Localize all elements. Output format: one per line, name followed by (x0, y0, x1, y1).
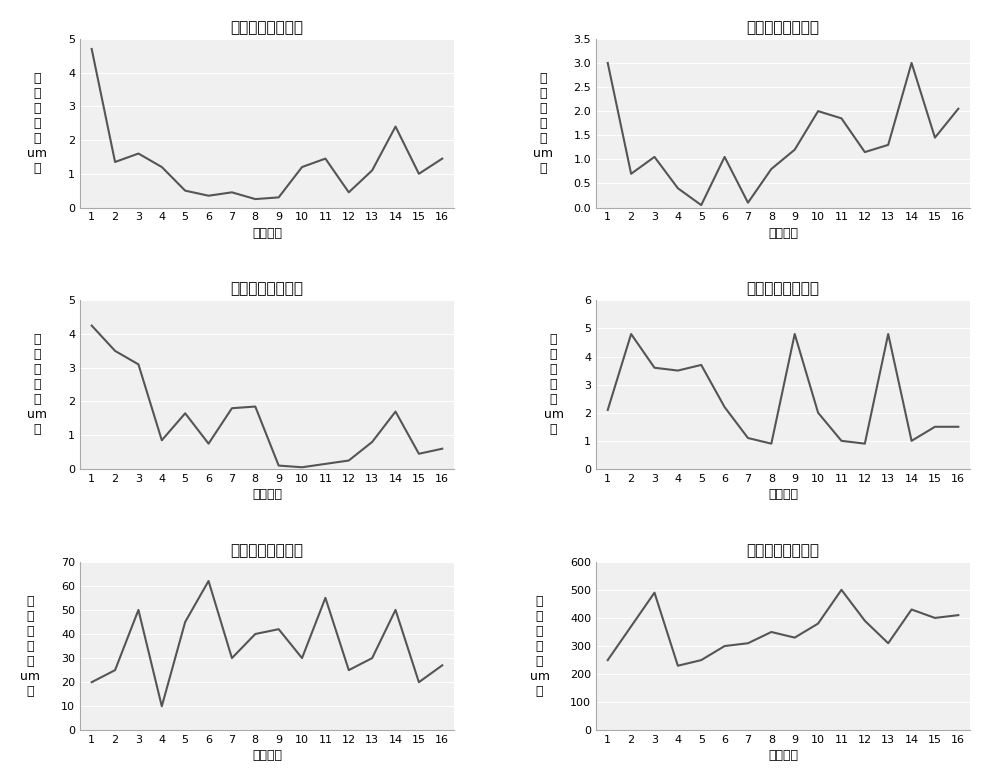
Y-axis label: 绝
对
误
差
（
um
）: 绝 对 误 差 （ um ） (27, 333, 47, 436)
Title: 三阶拟合绝对误差: 三阶拟合绝对误差 (230, 281, 303, 296)
Title: 二阶拟合绝对误差: 二阶拟合绝对误差 (747, 20, 820, 35)
Y-axis label: 绝
对
误
差
（
um
）: 绝 对 误 差 （ um ） (20, 594, 40, 698)
Title: 四阶拟合绝对误差: 四阶拟合绝对误差 (747, 281, 820, 296)
X-axis label: 元件编号: 元件编号 (768, 749, 798, 762)
X-axis label: 元件编号: 元件编号 (252, 749, 282, 762)
X-axis label: 元件编号: 元件编号 (768, 488, 798, 501)
Title: 五阶拟合绝对误差: 五阶拟合绝对误差 (230, 543, 303, 558)
Y-axis label: 绝
对
误
差
（
um
）: 绝 对 误 差 （ um ） (27, 71, 47, 175)
Y-axis label: 绝
对
误
差
（
um
）: 绝 对 误 差 （ um ） (544, 333, 564, 436)
Y-axis label: 绝
对
误
差
（
um
）: 绝 对 误 差 （ um ） (533, 71, 553, 175)
Title: 六阶拟合绝对误差: 六阶拟合绝对误差 (747, 543, 820, 558)
Title: 一阶拟合绝对误差: 一阶拟合绝对误差 (230, 20, 303, 35)
Y-axis label: 绝
对
误
差
（
um
）: 绝 对 误 差 （ um ） (530, 594, 550, 698)
X-axis label: 元件编号: 元件编号 (252, 227, 282, 239)
X-axis label: 元件编号: 元件编号 (768, 227, 798, 239)
X-axis label: 元件编号: 元件编号 (252, 488, 282, 501)
